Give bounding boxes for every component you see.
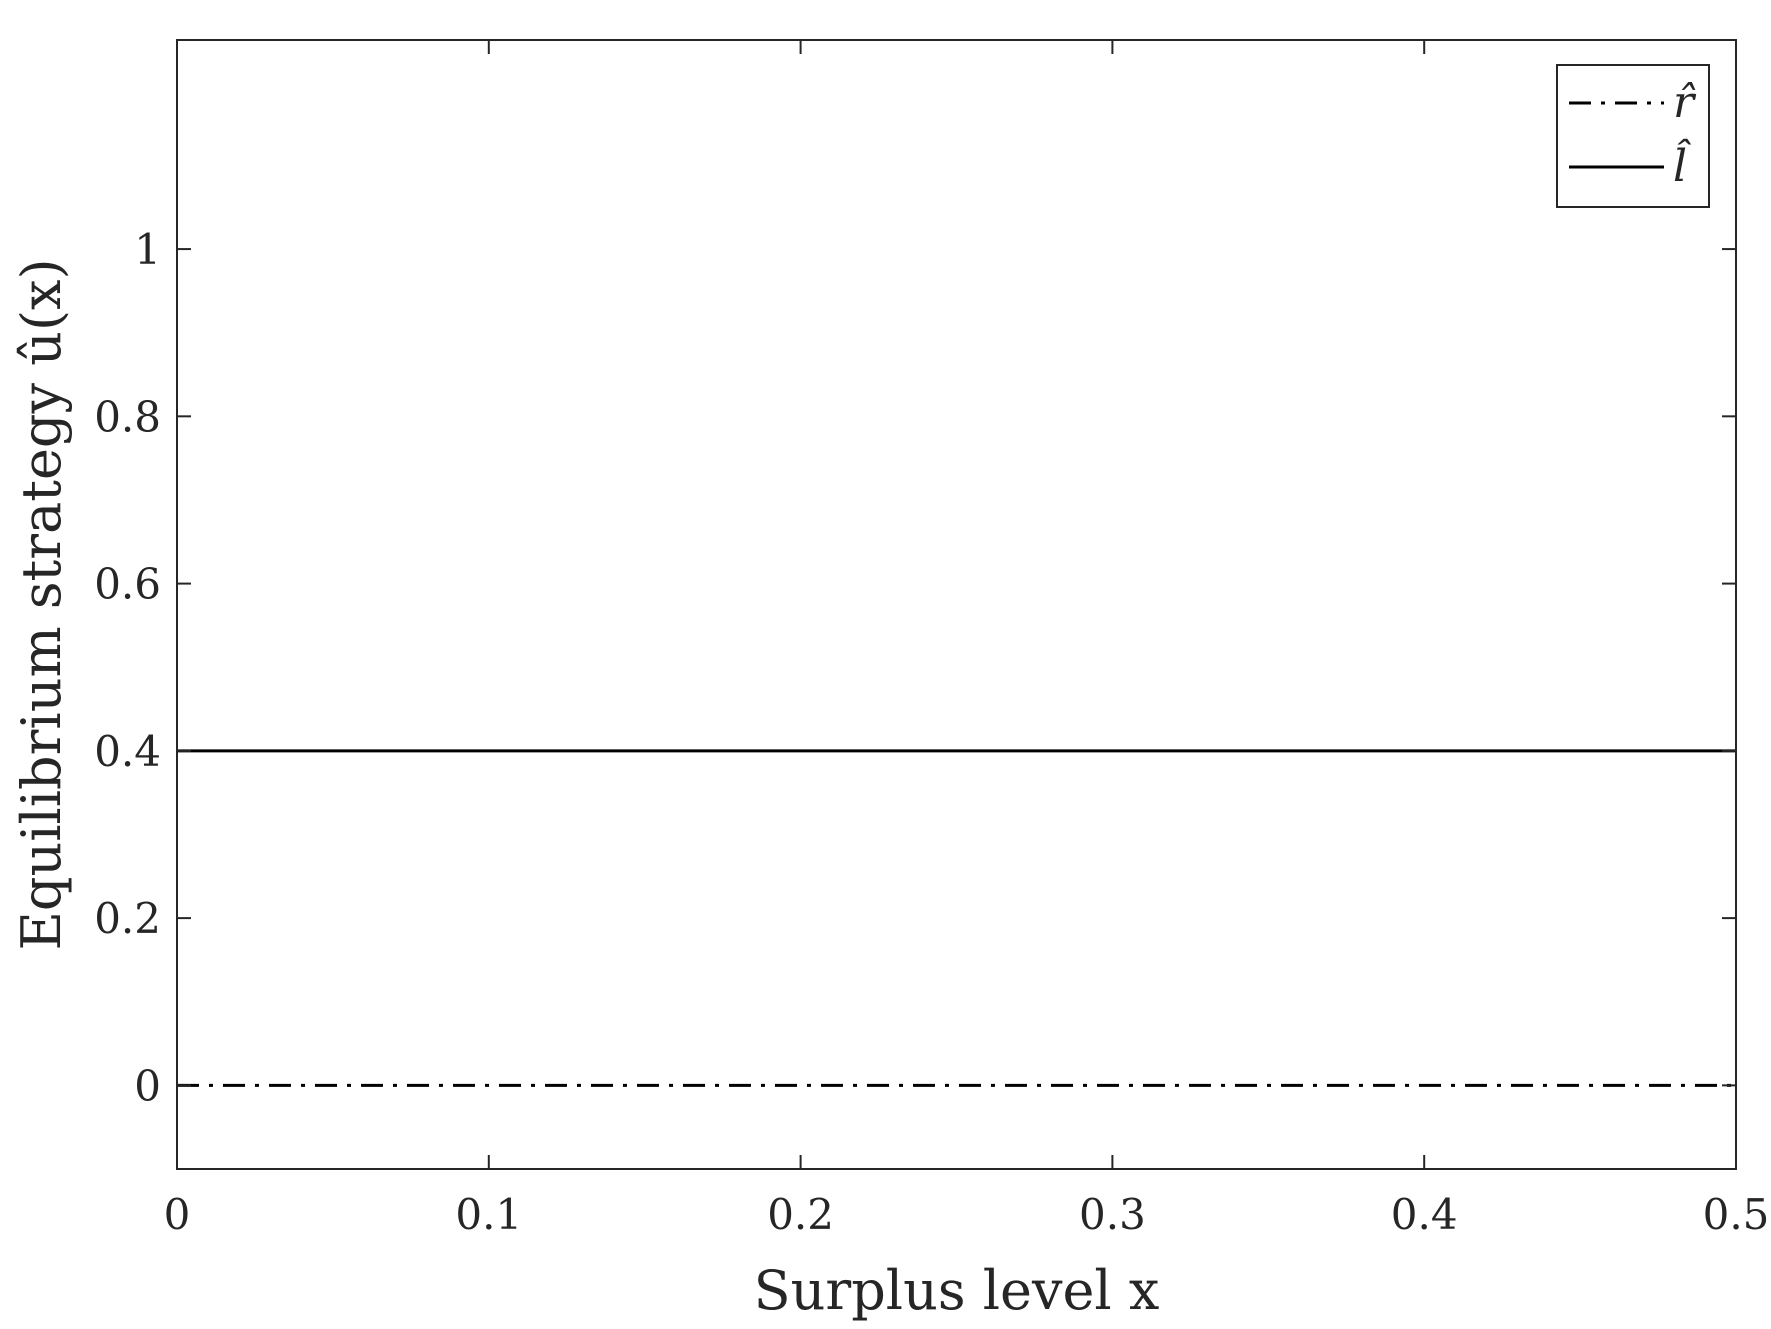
y-axis-label: Equilibrium strategy û(x) — [10, 258, 73, 950]
axes-box — [176, 39, 1737, 1170]
legend-label-0: r̂ — [1673, 77, 1697, 128]
y-tick-label: 0.2 — [94, 894, 161, 943]
x-tick-label: 0 — [164, 1190, 191, 1239]
series-layer — [177, 749, 1736, 1087]
y-tick-label: 0.4 — [94, 727, 161, 776]
x-tick-label: 0.2 — [767, 1190, 834, 1239]
x-axis-label: Surplus level x — [754, 1259, 1160, 1322]
x-tick-label: 0.3 — [1079, 1190, 1146, 1239]
ticks-layer: 0 0.1 0.2 0.3 0.4 0.5 0 0.2 0.4 0.6 0.8 1 — [94, 40, 1769, 1239]
x-tick-label: 0.5 — [1703, 1190, 1770, 1239]
y-tick-label: 0.6 — [94, 560, 161, 609]
y-tick-label: 0 — [134, 1061, 161, 1110]
legend: r̂ l̂ — [1556, 64, 1710, 208]
legend-box — [1556, 64, 1710, 208]
y-tick-label: 1 — [134, 225, 161, 274]
legend-label-1: l̂ — [1673, 137, 1692, 192]
y-tick-label: 0.8 — [94, 392, 161, 441]
x-tick-label: 0.1 — [455, 1190, 522, 1239]
x-tick-label: 0.4 — [1391, 1190, 1458, 1239]
